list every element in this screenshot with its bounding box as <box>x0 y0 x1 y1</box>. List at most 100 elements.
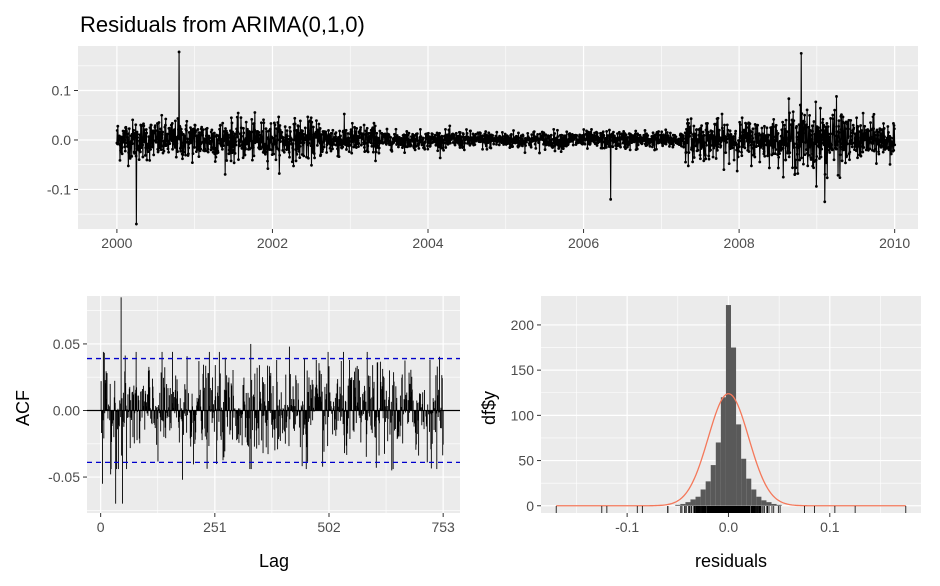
residual-point <box>184 124 188 127</box>
residual-point <box>743 130 747 134</box>
residual-point <box>158 130 162 134</box>
residual-point <box>296 147 300 151</box>
residual-point <box>315 144 319 147</box>
residual-point <box>850 142 854 146</box>
residual-point <box>748 122 752 126</box>
residual-point <box>677 137 681 141</box>
residual-point <box>838 153 842 157</box>
residual-point <box>320 145 324 149</box>
residual-point <box>830 148 834 152</box>
residual-point <box>227 133 230 137</box>
residual-point <box>282 139 286 142</box>
residual-point <box>889 136 893 140</box>
residual-point <box>444 146 448 149</box>
residual-point <box>286 145 290 149</box>
residual-point <box>740 150 743 154</box>
residual-point <box>426 144 429 148</box>
residual-point <box>264 127 268 131</box>
residual-point <box>563 136 567 140</box>
residual-point <box>394 127 398 131</box>
residual-point <box>400 141 404 145</box>
residual-point <box>715 148 719 152</box>
histogram-bar <box>695 496 701 506</box>
residual-point <box>872 127 876 131</box>
residual-point <box>306 156 310 160</box>
residual-point <box>311 150 315 153</box>
residual-point <box>236 135 239 139</box>
residual-point <box>813 132 816 136</box>
residual-point <box>660 130 664 134</box>
residual-point <box>123 145 127 149</box>
residual-point <box>500 130 504 134</box>
residual-point <box>815 155 819 158</box>
residual-point <box>803 113 807 117</box>
residual-point <box>291 142 295 146</box>
residual-point <box>421 136 425 140</box>
residual-point <box>497 143 501 147</box>
residual-point <box>760 126 764 130</box>
residual-point <box>781 146 785 150</box>
residual-point <box>751 127 755 131</box>
residual-point <box>668 145 671 148</box>
residual-point <box>626 135 630 139</box>
residual-point <box>284 141 288 144</box>
residual-point <box>154 140 158 144</box>
residual-point <box>589 130 592 134</box>
residual-point <box>264 147 268 151</box>
residual-point <box>833 134 837 138</box>
residual-point <box>123 138 127 142</box>
residual-point <box>521 144 524 148</box>
residual-point <box>237 158 240 162</box>
residual-point <box>840 159 844 163</box>
residual-point <box>452 133 456 137</box>
residual-point <box>130 154 134 158</box>
residual-point <box>822 143 826 147</box>
residual-point <box>126 164 130 168</box>
residual-point <box>171 139 175 143</box>
residual-point <box>793 142 796 146</box>
residual-point <box>728 129 732 133</box>
residual-point <box>340 139 344 143</box>
residual-point <box>788 151 792 155</box>
residual-point <box>594 137 598 141</box>
residual-point <box>758 160 762 164</box>
residual-point <box>768 133 772 137</box>
histogram-bar <box>705 481 711 506</box>
residual-point <box>439 141 443 145</box>
acf-x-axis-title: Lag <box>259 551 289 571</box>
histogram-y-tick-label: 150 <box>511 362 535 378</box>
residual-point <box>730 146 734 150</box>
residual-point <box>131 118 135 122</box>
residual-point <box>299 141 303 145</box>
residual-point <box>289 130 292 133</box>
residual-point <box>812 120 816 123</box>
residual-point <box>797 138 801 142</box>
residual-point <box>460 135 463 139</box>
residual-point <box>127 151 131 154</box>
residual-point <box>433 133 437 137</box>
residual-point <box>283 125 287 129</box>
residual-point <box>752 147 755 151</box>
residual-point <box>168 142 172 146</box>
residual-point <box>458 146 462 149</box>
residual-point <box>244 120 248 124</box>
residual-point <box>357 142 361 145</box>
residual-point <box>321 148 325 151</box>
residual-point <box>374 159 377 163</box>
residual-point <box>832 125 836 129</box>
residuals-y-tick-label: 0.0 <box>52 132 72 148</box>
residual-point <box>298 156 302 160</box>
residual-point <box>769 137 773 141</box>
residual-point <box>200 125 204 129</box>
residual-point <box>724 151 728 155</box>
residual-point <box>327 129 330 132</box>
residual-point <box>771 122 775 126</box>
residual-point <box>703 141 706 145</box>
residual-point <box>605 130 609 133</box>
residual-point <box>732 135 736 138</box>
residual-point <box>431 132 434 136</box>
residual-point <box>853 139 857 143</box>
residual-point <box>309 129 312 133</box>
residual-point <box>797 123 801 127</box>
